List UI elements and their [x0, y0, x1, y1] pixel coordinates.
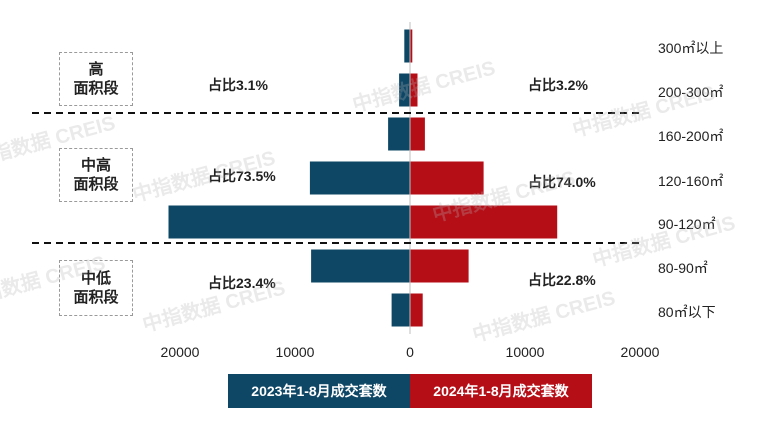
category-label: 200-300㎡ — [658, 84, 724, 100]
segment-label-line1: 中高 — [80, 157, 111, 174]
bar-2023-6 — [391, 293, 410, 327]
bar-2024-3 — [410, 161, 484, 195]
share-label-left: 占比73.5% — [208, 168, 276, 184]
segment-label-line1: 高 — [88, 61, 104, 78]
bar-2024-4 — [410, 205, 558, 239]
share-label-left: 占比23.4% — [208, 275, 276, 291]
bar-2023-3 — [309, 161, 410, 195]
segment-box-mid-low: 中低 面积段 — [59, 260, 133, 316]
bar-2024-0 — [410, 29, 413, 63]
bar-2024-1 — [410, 73, 418, 107]
bar-2024-6 — [410, 293, 423, 327]
bar-2024-5 — [410, 249, 469, 283]
bar-2023-2 — [388, 117, 410, 151]
segment-label-line2: 面积段 — [73, 289, 119, 306]
share-label-right: 占比22.8% — [528, 272, 596, 288]
x-tick-label: 10000 — [276, 344, 315, 360]
segment-box-high: 高 面积段 — [59, 52, 133, 106]
segment-label-line1: 中低 — [80, 270, 111, 287]
x-tick-label: 0 — [406, 344, 414, 360]
share-label-right: 占比74.0% — [528, 174, 596, 190]
segment-label-line2: 面积段 — [73, 176, 119, 193]
share-label-left: 占比3.1% — [208, 77, 268, 93]
x-tick-label: 10000 — [506, 344, 545, 360]
segment-box-mid-high: 中高 面积段 — [59, 148, 133, 202]
bar-2024-2 — [410, 117, 425, 151]
bar-2023-0 — [404, 29, 411, 63]
share-label-right: 占比3.2% — [528, 77, 588, 93]
bar-2023-1 — [399, 73, 410, 107]
segment-label-line2: 面积段 — [73, 80, 119, 97]
category-label: 300㎡以上 — [658, 40, 724, 56]
category-label: 160-200㎡ — [658, 128, 724, 144]
category-label: 80㎡以下 — [658, 304, 716, 320]
category-label: 80-90㎡ — [658, 260, 708, 276]
category-label: 90-120㎡ — [658, 216, 716, 232]
bar-2023-4 — [168, 205, 410, 239]
legend-item-2023: 2023年1-8月成交套数 — [228, 374, 410, 408]
bar-2023-5 — [311, 249, 410, 283]
x-tick-label: 20000 — [621, 344, 660, 360]
category-label: 120-160㎡ — [658, 173, 724, 189]
legend-item-2024: 2024年1-8月成交套数 — [410, 374, 592, 408]
x-tick-label: 20000 — [161, 344, 200, 360]
